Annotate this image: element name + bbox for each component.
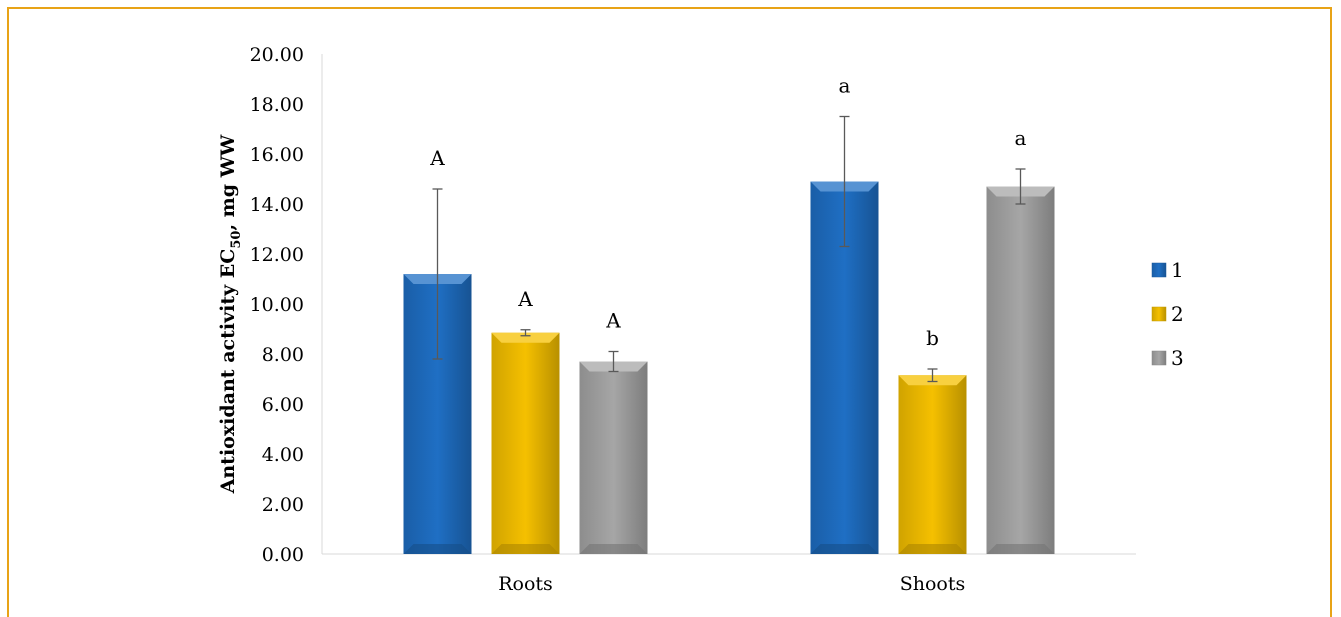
significance-letter: a bbox=[1015, 126, 1027, 150]
error-bar bbox=[1015, 168, 1026, 205]
y-axis-title: Antioxidant activity EC50, mg WW bbox=[217, 134, 244, 494]
legend-label: 2 bbox=[1171, 302, 1184, 326]
y-tick-label: 14.00 bbox=[250, 194, 304, 216]
y-tick-label: 2.00 bbox=[262, 494, 304, 516]
y-tick-label: 20.00 bbox=[250, 44, 304, 66]
legend-item-2: 2 bbox=[1151, 302, 1184, 326]
y-tick-label: 0.00 bbox=[262, 544, 304, 566]
chart-frame bbox=[7, 7, 1332, 617]
y-axis-title-main: Antioxidant activity EC bbox=[217, 249, 239, 495]
labels-layer: A A A Roots a b a Shoots bbox=[429, 74, 1026, 596]
y-tick-label: 10.00 bbox=[250, 294, 304, 316]
legend-item-3: 3 bbox=[1151, 346, 1184, 370]
y-tick-label: 18.00 bbox=[250, 94, 304, 116]
bars-layer bbox=[403, 115, 1055, 554]
error-bar bbox=[520, 329, 531, 337]
legend-item-1: 1 bbox=[1151, 258, 1184, 282]
significance-letter: A bbox=[429, 146, 445, 170]
significance-letter: b bbox=[926, 326, 939, 350]
y-tick-label: 4.00 bbox=[262, 444, 304, 466]
significance-letter: A bbox=[517, 287, 533, 311]
error-bar bbox=[608, 350, 619, 373]
significance-letter: a bbox=[839, 74, 851, 98]
y-tick-label: 16.00 bbox=[250, 144, 304, 166]
x-category-label: Shoots bbox=[900, 573, 966, 595]
bar-shoots-series-2 bbox=[898, 375, 967, 554]
x-category-label: Roots bbox=[498, 573, 553, 595]
error-bar bbox=[839, 115, 850, 248]
bar-roots-series-2 bbox=[491, 332, 560, 554]
significance-letter: A bbox=[605, 309, 621, 333]
axis-layer: 0.00 2.00 4.00 6.00 8.00 10.00 12.00 14.00 16.00… bbox=[250, 44, 1136, 566]
bar-shoots-series-3 bbox=[986, 186, 1055, 554]
y-axis-title-subscript: 50 bbox=[229, 231, 244, 249]
legend-label: 1 bbox=[1171, 258, 1184, 282]
y-axis-title-suffix: , mg WW bbox=[217, 134, 239, 231]
y-tick-label: 8.00 bbox=[262, 344, 304, 366]
legend-label: 3 bbox=[1171, 346, 1184, 370]
error-bar bbox=[432, 188, 443, 360]
y-tick-label: 6.00 bbox=[262, 394, 304, 416]
y-tick-label: 12.00 bbox=[250, 244, 304, 266]
bar-roots-series-3 bbox=[579, 361, 648, 554]
legend: 1 2 3 bbox=[1151, 258, 1184, 370]
error-bar bbox=[927, 368, 938, 383]
